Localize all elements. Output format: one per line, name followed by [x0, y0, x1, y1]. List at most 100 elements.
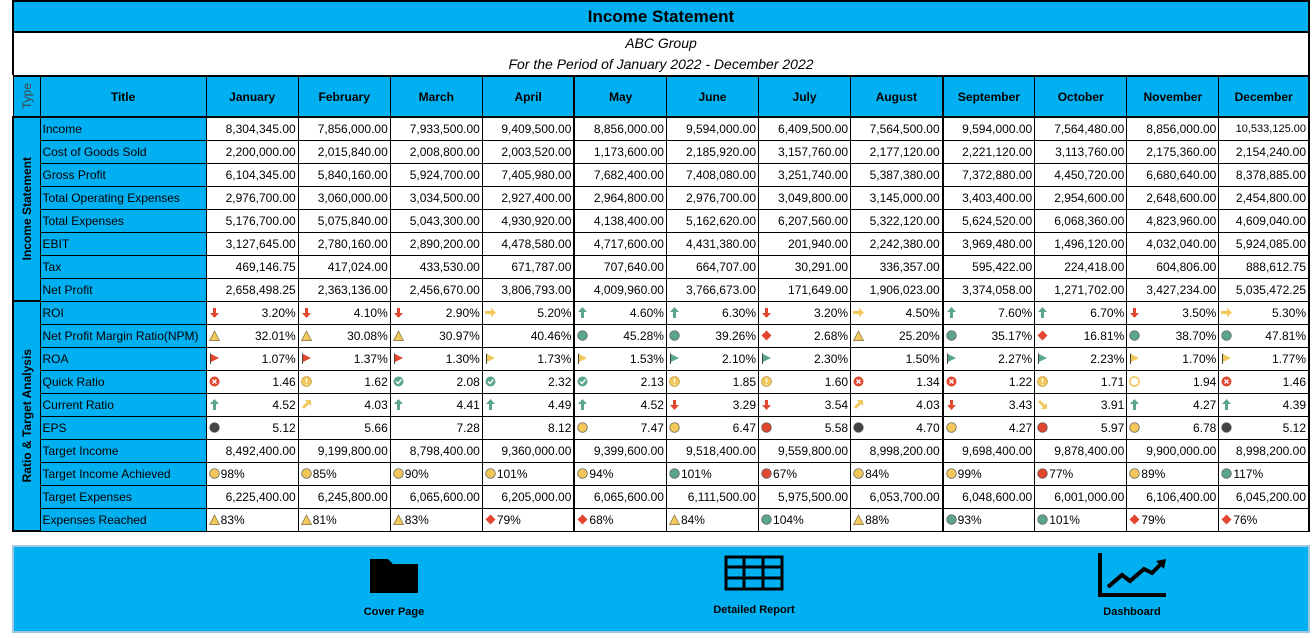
row-label: Cost of Goods Sold — [39, 139, 207, 164]
cell-value: 35.17% — [991, 328, 1033, 343]
arrow-status-icon — [669, 399, 679, 410]
cell-value: 40.46% — [530, 328, 572, 343]
value-cell: 3,145,000.00 — [850, 185, 944, 210]
arrow-status-icon — [485, 398, 495, 410]
flag-status-icon — [209, 353, 219, 364]
value-cell: 1.37% — [297, 346, 391, 371]
value-cell: 1.73% — [481, 346, 576, 371]
value-cell: 2,658,498.25 — [205, 277, 299, 302]
cell-value: 25.20% — [898, 328, 940, 343]
flag-status-icon — [1038, 353, 1048, 364]
cell-value: 1.07% — [261, 351, 296, 366]
check-status-icon — [577, 376, 588, 386]
value-cell: 6.30% — [665, 300, 760, 325]
cell-value: 5.97 — [1100, 420, 1125, 435]
cell-value: 3.20% — [814, 305, 849, 320]
value-cell: 5,387,380.00 — [850, 162, 944, 187]
section-label: Ratio & Target Analysis — [19, 349, 34, 483]
value-cell: 417,024.00 — [297, 254, 391, 279]
table-row: EBIT 3,127,645.00 2,780,160.00 2,890,200.00… — [13, 231, 1311, 256]
value-cell: 89% — [1126, 461, 1220, 486]
value-cell: 45.28% — [573, 323, 667, 348]
diamond-status-icon — [577, 514, 588, 524]
value-cell: 6,045,200.00 — [1218, 484, 1311, 509]
table-row: Target Income 8,492,400.00 9,199,800.00 8,7… — [13, 438, 1311, 463]
cell-value: 1.60 — [824, 374, 849, 389]
cell-value: 1.85 — [732, 374, 757, 389]
circle-status-icon — [208, 467, 220, 479]
line-chart-icon — [1098, 553, 1166, 597]
value-cell: 83% — [205, 507, 299, 532]
triangle-status-icon — [208, 329, 220, 341]
cell-value: 6.47 — [732, 420, 757, 435]
value-cell: 4,009,960.00 — [573, 277, 667, 302]
value-cell: 6,048,600.00 — [942, 484, 1036, 509]
cover-page-button[interactable]: Cover Page — [354, 555, 434, 618]
arrow-status-icon — [946, 399, 956, 410]
dashboard-button[interactable]: Dashboard — [1092, 551, 1172, 618]
value-cell: 25.20% — [850, 323, 944, 348]
value-cell: 9,518,400.00 — [665, 438, 760, 463]
value-cell: 1.46 — [1218, 369, 1311, 394]
cell-value: 101% — [1049, 512, 1080, 527]
value-cell: 7.60% — [942, 300, 1036, 325]
income-statement-sheet: Income Statement ABC Group For the Perio… — [11, 0, 1311, 532]
value-cell: 604,806.00 — [1126, 254, 1220, 279]
arrow-status-icon — [209, 398, 219, 410]
flag-status-icon — [946, 353, 956, 364]
cell-value: 4.27 — [1008, 420, 1033, 435]
value-cell: 1.60 — [758, 369, 852, 394]
cell-value: 79% — [1141, 512, 1166, 527]
triangle-status-icon — [300, 513, 312, 525]
arrow-status-icon — [762, 399, 772, 410]
value-cell: 8,856,000.00 — [1126, 116, 1220, 141]
table-row: Expenses Reached 83% 81% 83% 79% 68% 84% 104% 88… — [13, 507, 1311, 532]
month-header-october: October — [1034, 75, 1128, 118]
section-label: Income Statement — [19, 157, 34, 261]
value-cell: 47.81% — [1218, 323, 1311, 348]
value-cell: 201,940.00 — [758, 231, 852, 256]
value-cell: 1.34 — [850, 369, 944, 394]
value-cell: 2,976,700.00 — [205, 185, 299, 210]
cell-value: 4.03 — [364, 397, 388, 412]
cell-value: 8.12 — [548, 420, 572, 435]
cell-value: 76% — [1233, 512, 1258, 527]
value-cell: 9,698,400.00 — [942, 438, 1036, 463]
cell-value: 45.28% — [623, 328, 664, 343]
cell-value: 38.70% — [1175, 328, 1217, 343]
value-cell: 3,157,760.00 — [758, 139, 852, 164]
table-row: Income Statement Income 8,304,345.00 7,856,… — [11, 116, 1311, 302]
diamond-status-icon — [1037, 330, 1048, 340]
statement-body: Income Statement Income 8,304,345.00 7,856,… — [11, 116, 1311, 532]
arrow-status-icon — [578, 306, 588, 318]
row-label: Total Expenses — [39, 208, 207, 233]
value-cell: 1.71 — [1034, 369, 1128, 394]
value-cell: 6,207,560.00 — [758, 208, 852, 233]
value-cell: 3,060,000.00 — [297, 185, 391, 210]
cell-value: 32.01% — [255, 328, 296, 343]
month-header-may: May — [573, 75, 667, 118]
value-cell: 5.20% — [481, 300, 576, 325]
table-row: Tax 469,146.75 417,024.00 433,530.00 671,787… — [13, 254, 1311, 279]
circle-status-icon — [1037, 467, 1048, 479]
value-cell: 84% — [850, 461, 944, 486]
table-row: Cost of Goods Sold 2,200,000.00 2,015,840.… — [13, 139, 1311, 164]
value-cell: 6.47 — [665, 415, 760, 440]
value-cell: 6,065,600.00 — [389, 484, 483, 509]
detailed-report-button[interactable]: Detailed Report — [704, 555, 804, 616]
value-cell: 9,594,000.00 — [665, 116, 760, 141]
value-cell: 4.70 — [850, 415, 944, 440]
circle-status-icon — [945, 467, 957, 479]
value-cell: 1.30% — [389, 346, 483, 371]
cell-value: 1.70% — [1182, 351, 1217, 366]
cell-value: 1.94 — [1192, 374, 1217, 389]
value-cell: 6,104,345.00 — [205, 162, 299, 187]
circle-status-icon — [393, 467, 404, 479]
value-cell: 4.41 — [389, 392, 483, 417]
value-cell: 6,205,000.00 — [481, 484, 576, 509]
value-cell: 99% — [942, 461, 1036, 486]
value-cell: 35.17% — [942, 323, 1036, 348]
cell-value: 6.70% — [1090, 305, 1125, 320]
cell-value: 2.10% — [721, 351, 757, 366]
value-cell: 30.08% — [297, 323, 391, 348]
